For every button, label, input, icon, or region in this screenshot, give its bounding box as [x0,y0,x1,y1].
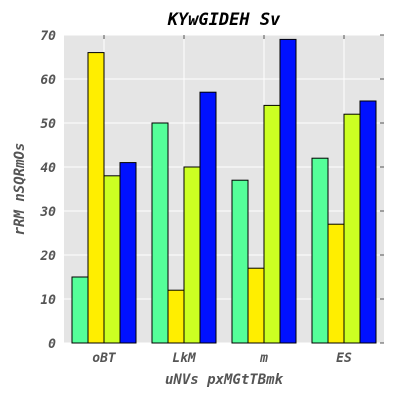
x-tick-label: m [259,351,268,366]
bar-oBT-s4 [119,162,137,344]
x-axis-label: uNVs pxMGtTBmk [165,372,284,388]
bar-LkM-s1 [151,122,169,344]
y-tick-label: 50 [40,117,56,132]
bar-ES-s1 [311,157,329,344]
y-tick-label: 20 [39,249,56,264]
bar-oBT-s1 [71,276,89,344]
chart-title: KYwGIDEH Sv [167,10,281,30]
bar-m-s2 [247,267,265,344]
bar-m-s4 [279,38,297,344]
y-axis-label: rRM nSQRmOs [12,143,28,236]
x-tick-label: ES [336,351,352,366]
bar-ES-s3 [343,113,361,344]
y-tick-label: 0 [48,337,56,352]
y-tick-label: 40 [40,161,56,176]
bar-LkM-s2 [167,289,185,344]
bar-ES-s4 [359,100,377,344]
bar-LkM-s3 [183,166,201,344]
bar-m-s1 [231,179,249,344]
y-axis-ticks: 0 10 20 30 40 50 60 70 [39,29,384,352]
y-tick-label: 70 [40,29,56,44]
x-tick-label: oBT [92,351,117,366]
x-tick-label: LkM [172,351,197,366]
y-tick-label: 30 [39,205,56,220]
bar-LkM-s4 [199,91,217,344]
bar-oBT-s2 [87,52,105,344]
y-tick-label: 10 [40,293,56,308]
y-tick-label: 60 [40,73,56,88]
bar-m-s3 [263,104,281,344]
bar-oBT-s3 [103,175,121,344]
bar-ES-s2 [327,223,345,344]
x-axis-ticks: oBT LkM m ES [92,35,352,366]
bars [71,38,377,344]
